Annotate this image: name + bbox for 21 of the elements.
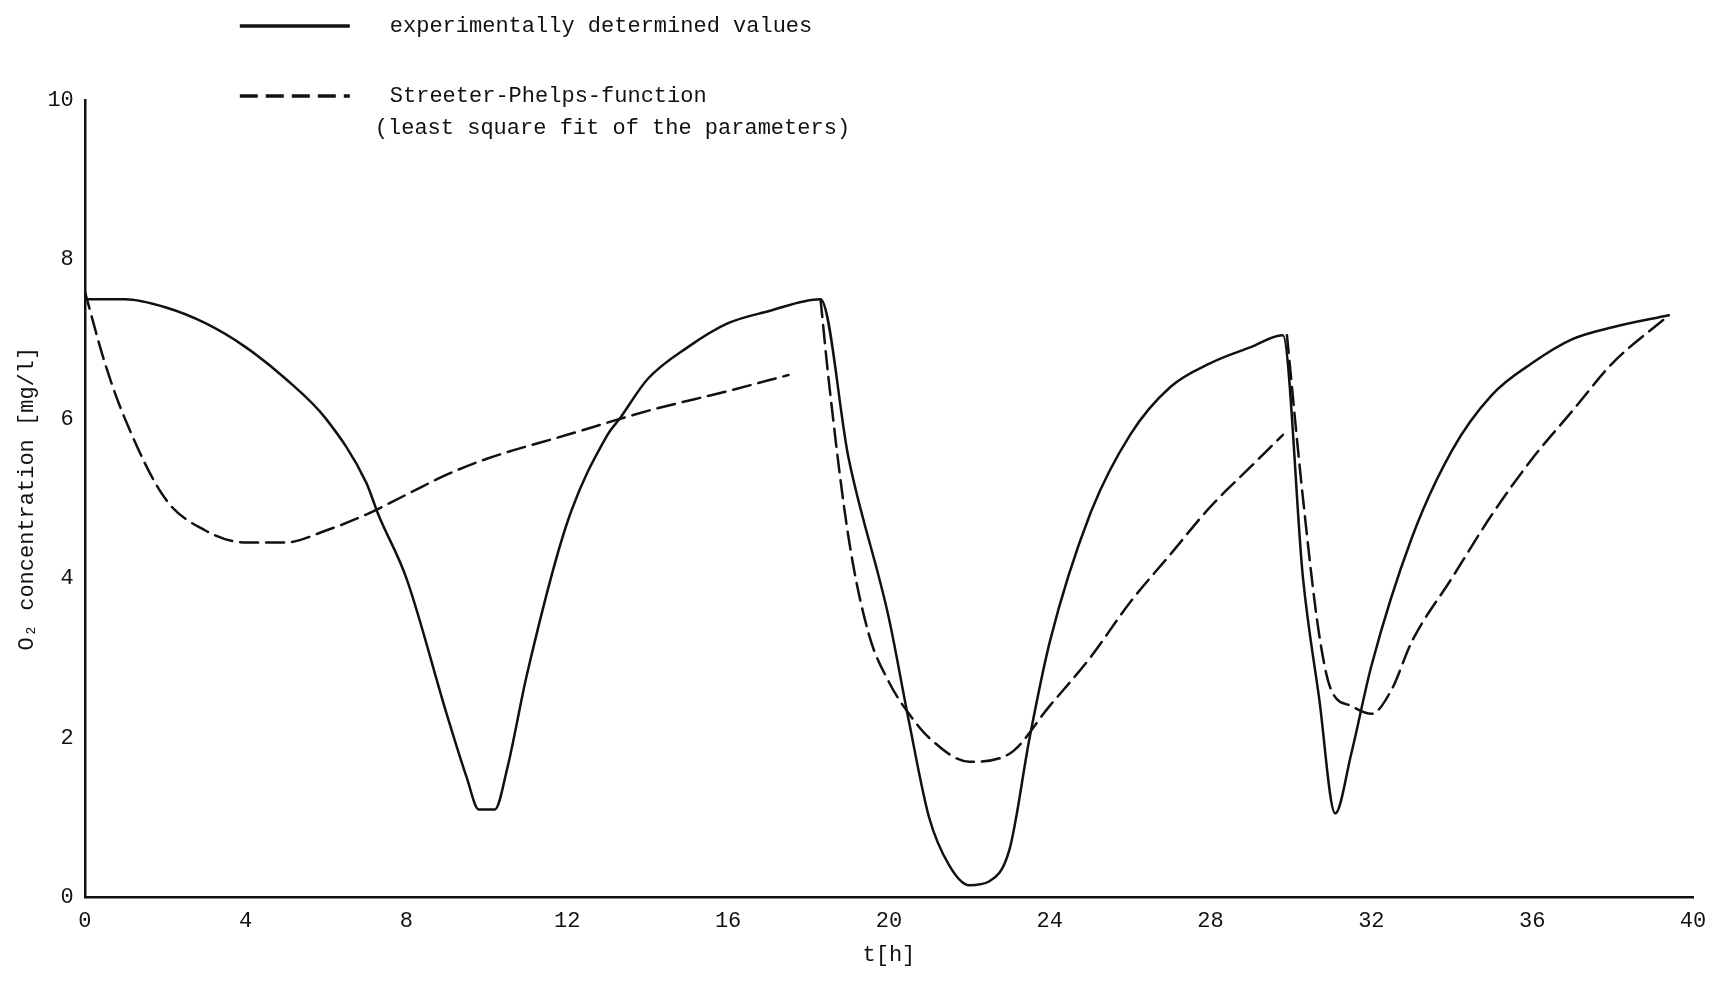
x-tick-label: 28 <box>1197 909 1224 935</box>
x-tick-label: 20 <box>875 909 903 935</box>
x-tick-label: 32 <box>1358 909 1385 935</box>
y-tick-label: 10 <box>47 87 74 113</box>
x-tick-label: 12 <box>554 909 581 935</box>
x-tick-label: 8 <box>399 909 414 935</box>
y-tick-label: 6 <box>60 406 74 432</box>
x-axis-title: t[h] <box>862 942 916 968</box>
x-tick-label: 16 <box>714 909 742 935</box>
y-tick-label: 8 <box>60 247 74 273</box>
x-tick-label: 4 <box>239 909 253 935</box>
legend-label: Streeter-Phelps-function (least square fit of the parameters) <box>374 83 851 141</box>
x-tick-label: 40 <box>1679 909 1707 935</box>
x-tick-label: 24 <box>1036 909 1063 935</box>
y-tick-label: 2 <box>60 725 74 751</box>
legend-label: experimentally determined values <box>389 13 813 39</box>
y-axis-title: O₂ concentration [mg/l] <box>15 346 41 651</box>
x-tick-label: 0 <box>78 909 92 935</box>
y-tick-label: 0 <box>60 885 74 911</box>
x-tick-label: 36 <box>1518 909 1546 935</box>
y-tick-label: 4 <box>60 566 74 592</box>
